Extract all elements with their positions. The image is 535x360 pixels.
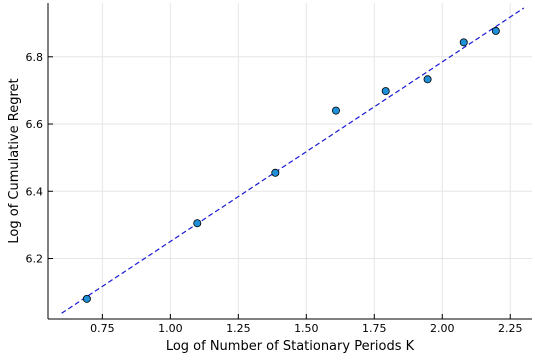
- x-tick-label-3: 1.50: [294, 322, 319, 335]
- data-point-2: [271, 168, 280, 177]
- data-point-5: [423, 75, 432, 84]
- x-tick-label-5: 2.00: [430, 322, 455, 335]
- x-tick-label-0: 0.75: [90, 322, 115, 335]
- data-point-6: [459, 38, 468, 47]
- x-axis-label: Log of Number of Stationary Periods K: [166, 339, 415, 354]
- x-tick-label-2: 1.25: [226, 322, 251, 335]
- y-tick-label-0: 6.2: [26, 252, 44, 265]
- y-tick-label-1: 6.4: [26, 185, 44, 198]
- x-tick-label-6: 2.25: [498, 322, 523, 335]
- axes: [47, 3, 532, 320]
- y-axis-ticks: 6.2 6.4 6.6 6.8: [26, 51, 53, 265]
- y-tick-label-2: 6.6: [26, 118, 44, 131]
- x-tick-label-4: 1.75: [362, 322, 387, 335]
- grid-lines: [48, 3, 532, 319]
- data-point-3: [331, 106, 340, 115]
- data-points: [82, 26, 500, 303]
- x-axis-ticks: 0.75 1.00 1.25 1.50 1.75 2.00 2.25: [90, 314, 522, 335]
- data-point-4: [381, 87, 390, 96]
- fit-line: [61, 7, 525, 314]
- data-point-1: [193, 219, 202, 228]
- data-point-0: [82, 294, 91, 303]
- data-point-7: [491, 26, 500, 35]
- y-axis-label: Log of Cumulative Regret: [7, 78, 22, 243]
- x-tick-label-1: 1.00: [158, 322, 183, 335]
- fit-line-layer: [61, 7, 525, 314]
- y-tick-label-3: 6.8: [26, 51, 44, 64]
